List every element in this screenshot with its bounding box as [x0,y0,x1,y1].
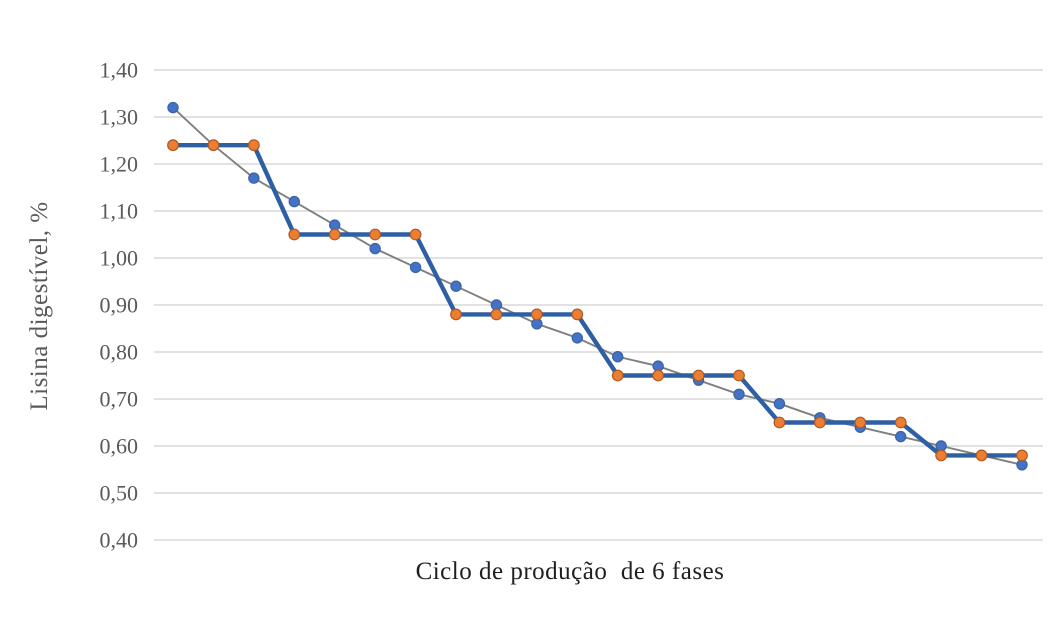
series-line [170,142,1025,458]
data-point-marker [369,228,382,241]
data-point-marker [288,228,301,241]
data-point-marker [813,416,826,429]
gridlines [154,69,1043,541]
data-point-marker [692,369,705,382]
x-axis-title: Ciclo de produção de 6 fases [415,558,725,585]
data-point-marker [895,430,907,443]
y-tick-label: 0,60 [100,434,139,459]
data-point-marker [1016,449,1028,462]
data-point-marker [612,351,624,363]
data-point-marker [733,388,745,400]
data-point-marker [773,416,786,429]
y-tick-label: 1,10 [100,199,139,224]
data-point-marker [207,139,220,152]
data-point-marker [530,308,543,321]
y-tick-label: 1,20 [100,152,139,177]
data-point-marker [369,242,381,255]
y-axis-tick-labels: 1,40 1,30 1,20 1,10 1,00 0,90 0,80 0,70 0,60 0,50… [100,58,139,553]
y-tick-label: 0,40 [100,528,139,553]
data-point-marker [450,280,462,292]
series-line [172,106,1023,466]
data-point-marker [248,172,260,184]
y-tick-label: 0,90 [100,293,139,318]
y-axis-title: Lisina digestível, % [26,201,53,411]
y-tick-label: 1,40 [100,58,139,83]
y-tick-label: 0,80 [100,340,139,365]
data-point-marker [652,369,665,382]
data-point-marker [733,369,745,382]
y-tick-label: 0,50 [100,481,139,506]
data-point-marker [975,449,988,462]
data-point-marker [611,369,624,382]
series-continuous-requirement-curve [167,101,1028,471]
y-tick-label: 1,00 [100,246,139,271]
data-point-marker [328,228,341,241]
data-point-marker [288,195,300,208]
data-point-marker [935,449,948,462]
data-point-marker [247,139,260,152]
data-point-marker [571,332,583,344]
data-point-marker [894,416,907,429]
data-point-marker [167,139,179,152]
data-point-marker [409,228,422,241]
y-tick-label: 1,30 [100,105,139,130]
series-six-phase-step-program [167,139,1028,462]
data-point-marker [409,261,422,274]
data-point-marker [773,398,786,410]
data-point-marker [167,101,179,114]
y-tick-label: 0,70 [100,387,139,412]
data-point-marker [490,308,503,321]
data-point-marker [450,308,462,321]
data-point-marker [854,416,867,429]
data-point-marker [571,308,584,321]
